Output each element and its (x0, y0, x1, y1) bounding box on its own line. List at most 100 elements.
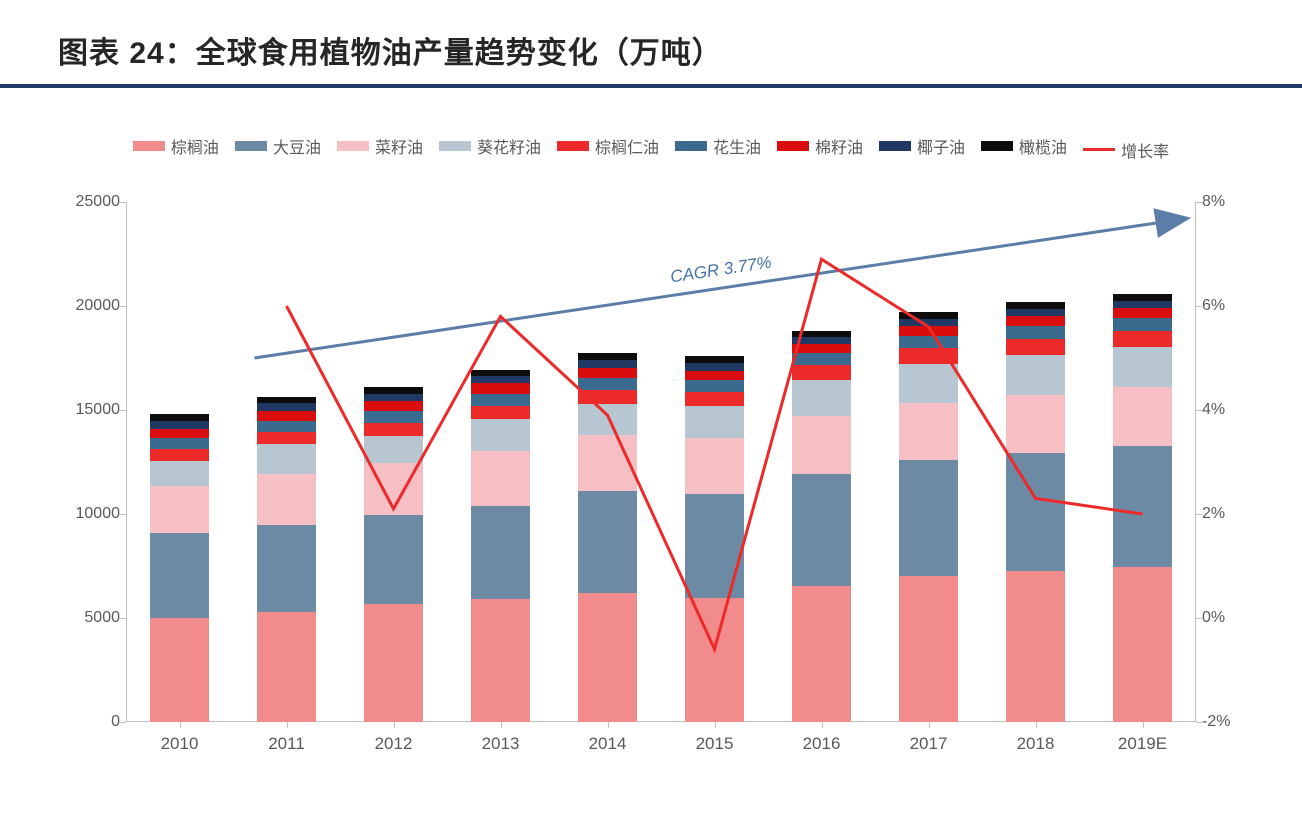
y-right-tick-label: 2% (1202, 505, 1246, 523)
bar-segment (578, 593, 638, 722)
bar-segment (1113, 331, 1173, 348)
bar-segment (1113, 446, 1173, 566)
legend-label: 花生油 (713, 134, 761, 158)
bar-segment (257, 612, 317, 721)
legend-item: 棕榈油 (133, 134, 219, 158)
bar-segment (578, 404, 638, 435)
bar-segment (257, 525, 317, 612)
bar-segment (899, 576, 959, 722)
bar-column (578, 353, 638, 721)
bar-segment (471, 599, 531, 722)
bar-segment (578, 360, 638, 367)
bar-segment (685, 371, 745, 381)
x-tick-label: 2015 (696, 734, 734, 754)
bar-segment (792, 586, 852, 722)
chart-area: 0500010000150002000025000-2%0%2%4%6%8%20… (56, 202, 1246, 762)
bar-segment (578, 390, 638, 404)
bar-column (1006, 302, 1066, 721)
bar-column (685, 356, 745, 721)
legend-swatch (439, 141, 471, 151)
legend-item: 花生油 (675, 134, 761, 158)
x-tick-label: 2016 (803, 734, 841, 754)
x-tick (501, 722, 502, 728)
x-tick (929, 722, 930, 728)
plot-area (126, 202, 1196, 722)
bar-segment (1113, 318, 1173, 330)
legend-item: 橄榄油 (981, 134, 1067, 158)
bar-segment (257, 403, 317, 411)
bar-column (1113, 294, 1173, 721)
legend-item: 棉籽油 (777, 134, 863, 158)
bar-segment (1006, 316, 1066, 326)
bar-segment (899, 364, 959, 402)
bar-segment (364, 401, 424, 411)
bar-segment (792, 344, 852, 353)
bar-segment (685, 494, 745, 598)
y-left-tick-label: 20000 (60, 297, 120, 315)
bar-segment (471, 406, 531, 420)
bar-segment (792, 353, 852, 365)
bar-segment (150, 421, 210, 429)
legend-swatch-line (1083, 148, 1115, 151)
x-tick (715, 722, 716, 728)
bar-segment (471, 419, 531, 451)
bar-segment (685, 406, 745, 437)
bar-segment (150, 438, 210, 448)
bar-segment (257, 397, 317, 404)
bar-segment (471, 506, 531, 599)
bar-segment (1113, 567, 1173, 722)
bar-segment (1113, 347, 1173, 387)
y-right-tick-label: 6% (1202, 297, 1246, 315)
legend-swatch (675, 141, 707, 151)
bar-segment (364, 463, 424, 515)
bar-segment (685, 356, 745, 363)
y-left-tick-label: 25000 (60, 193, 120, 211)
legend-label: 椰子油 (917, 134, 965, 158)
x-tick (1036, 722, 1037, 728)
x-tick-label: 2019E (1118, 734, 1167, 754)
legend-swatch (879, 141, 911, 151)
bar-segment (792, 380, 852, 416)
bar-segment (1006, 339, 1066, 355)
bar-segment (792, 474, 852, 586)
bar-segment (685, 392, 745, 407)
bar-segment (899, 319, 959, 326)
legend-swatch (777, 141, 809, 151)
bar-segment (578, 435, 638, 491)
bar-segment (364, 436, 424, 463)
bar-segment (899, 326, 959, 337)
bar-segment (792, 416, 852, 474)
legend-swatch (337, 141, 369, 151)
bar-segment (471, 394, 531, 406)
bar-segment (257, 444, 317, 474)
bar-segment (150, 449, 210, 461)
y-left-tick (120, 722, 126, 723)
legend-label: 葵花籽油 (477, 134, 541, 158)
bar-segment (899, 348, 959, 364)
legend-label: 菜籽油 (375, 134, 423, 158)
legend-swatch (557, 141, 589, 151)
x-tick (287, 722, 288, 728)
bar-segment (364, 394, 424, 401)
chart-title-bar: 图表 24：全球食用植物油产量趋势变化（万吨） (0, 0, 1302, 88)
x-tick-label: 2013 (482, 734, 520, 754)
bar-segment (257, 474, 317, 525)
legend-label: 棉籽油 (815, 134, 863, 158)
bar-segment (1006, 326, 1066, 338)
x-tick-label: 2017 (910, 734, 948, 754)
bar-column (257, 397, 317, 722)
bar-segment (150, 618, 210, 722)
x-tick (180, 722, 181, 728)
legend-item: 葵花籽油 (439, 134, 541, 158)
bar-segment (899, 403, 959, 461)
legend-item: 菜籽油 (337, 134, 423, 158)
bar-segment (792, 337, 852, 344)
legend-item: 椰子油 (879, 134, 965, 158)
bar-segment (685, 380, 745, 391)
legend-item: 增长率 (1083, 138, 1169, 162)
bar-segment (685, 598, 745, 722)
legend-item: 棕榈仁油 (557, 134, 659, 158)
bar-column (150, 414, 210, 721)
legend-swatch (981, 141, 1013, 151)
bar-segment (257, 432, 317, 444)
